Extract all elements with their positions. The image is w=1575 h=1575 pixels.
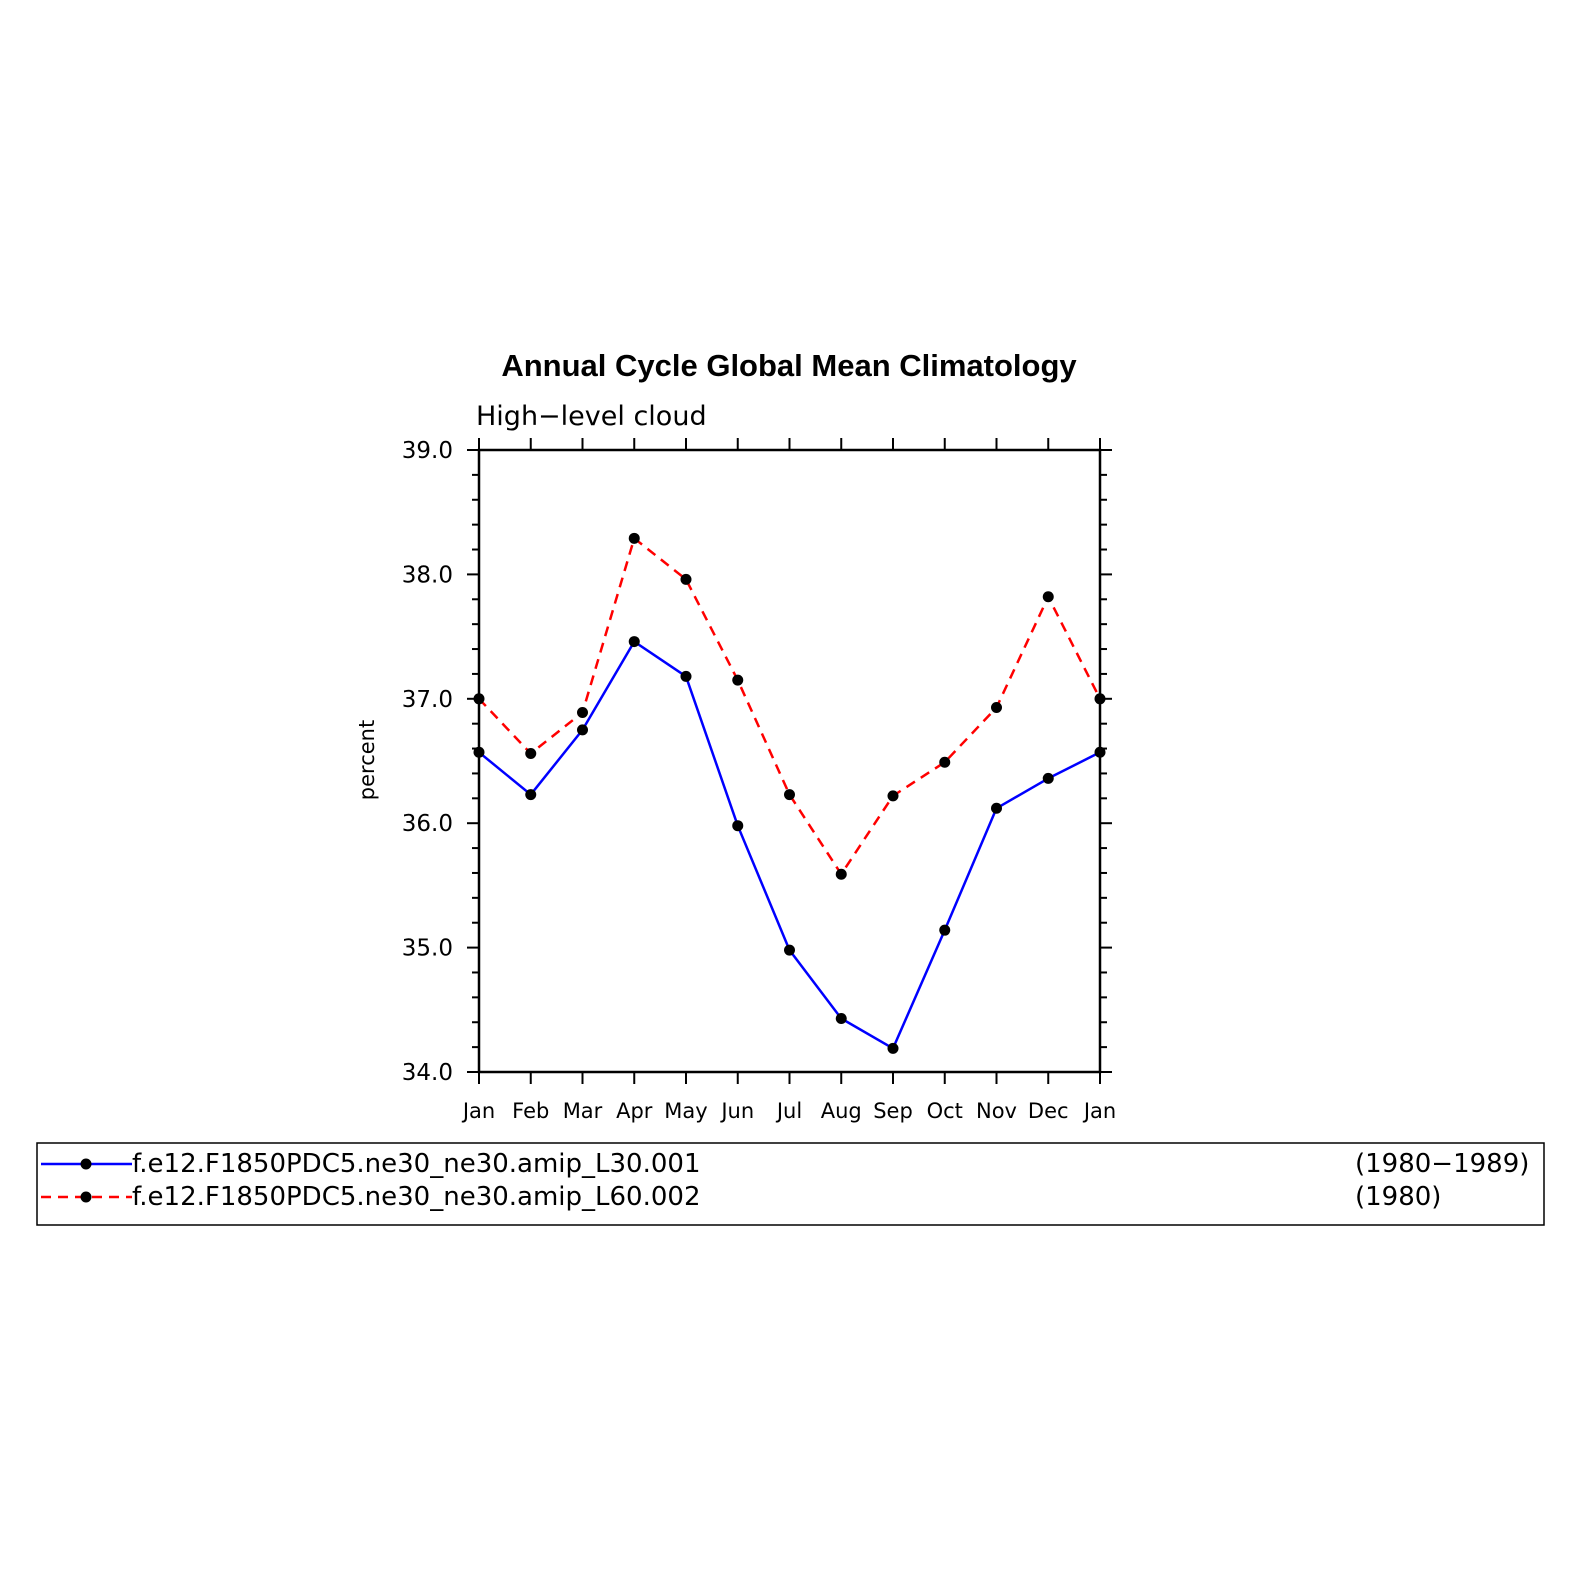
y-tick-label: 38.0 (402, 562, 453, 588)
series-2-point (991, 702, 1002, 714)
legend-box (36, 1142, 1545, 1226)
x-tick-label: Jul (775, 1099, 802, 1123)
legend-label-1: f.e12.F1850PDC5.ne30_ne30.amip_L30.001 (132, 1149, 700, 1179)
x-tick-label: Sep (873, 1099, 913, 1123)
x-tick-label: Jun (719, 1099, 754, 1123)
series-2-point (835, 868, 847, 880)
legend-marker-2 (80, 1191, 92, 1203)
legend-period-1: (1980−1989) (1355, 1149, 1529, 1179)
x-tick-label: Dec (1028, 1099, 1069, 1123)
x-tick-label: Feb (512, 1099, 549, 1123)
y-tick-label: 39.0 (402, 438, 453, 464)
chart-subtitle: High−level cloud (476, 401, 707, 432)
series-2-point (784, 789, 795, 801)
chart-title: Annual Cycle Global Mean Climatology (501, 348, 1077, 383)
series-1-point (784, 944, 795, 956)
legend-label-2: f.e12.F1850PDC5.ne30_ne30.amip_L60.002 (132, 1182, 700, 1212)
series-1-point (991, 802, 1002, 814)
series-2-point (525, 748, 537, 760)
x-tick-label: Jan (1082, 1099, 1116, 1123)
series-2-point (577, 706, 588, 718)
series-1-point (835, 1013, 847, 1025)
y-tick-label: 35.0 (402, 936, 453, 962)
series-2-point (680, 573, 692, 585)
x-tick-label: Oct (927, 1099, 963, 1123)
series-2-point (628, 532, 640, 544)
series-1-point (887, 1042, 899, 1054)
series-2-point (1042, 591, 1054, 603)
plot-frame (477, 448, 1102, 1074)
y-axis-label: percent (355, 720, 379, 800)
series-2-point (732, 674, 744, 686)
series-1-point (1042, 772, 1054, 784)
series-2-point (939, 756, 951, 768)
x-tick-label: Nov (976, 1099, 1017, 1123)
ticks-layer: 34.0 35.0 36.0 37.0 38.0 39.0 Jan Feb Mar Apr May J… (402, 438, 1116, 1123)
series-1-point (939, 924, 951, 936)
legend-period-2: (1980) (1355, 1182, 1441, 1212)
series-2-point (887, 790, 899, 802)
series-1-point (525, 789, 537, 801)
series-line-2 (478, 537, 1102, 876)
series-1-point (628, 636, 640, 648)
x-tick-label: Mar (563, 1099, 603, 1123)
series-line-1 (478, 640, 1101, 1050)
series-1-point (680, 670, 692, 682)
legend-marker-1 (80, 1158, 92, 1170)
x-tick-label: May (664, 1099, 707, 1123)
series-1-point (732, 820, 744, 832)
series-layer (473, 532, 1106, 1054)
x-tick-label: Jan (461, 1099, 495, 1123)
x-tick-label: Aug (821, 1099, 862, 1123)
x-tick-label: Apr (616, 1099, 653, 1123)
y-tick-label: 36.0 (402, 811, 453, 837)
legend: f.e12.F1850PDC5.ne30_ne30.amip_L30.001 (1… (36, 1142, 1545, 1226)
series-1-point (577, 724, 588, 736)
y-tick-label: 37.0 (402, 687, 453, 713)
y-tick-label: 34.0 (402, 1060, 453, 1086)
